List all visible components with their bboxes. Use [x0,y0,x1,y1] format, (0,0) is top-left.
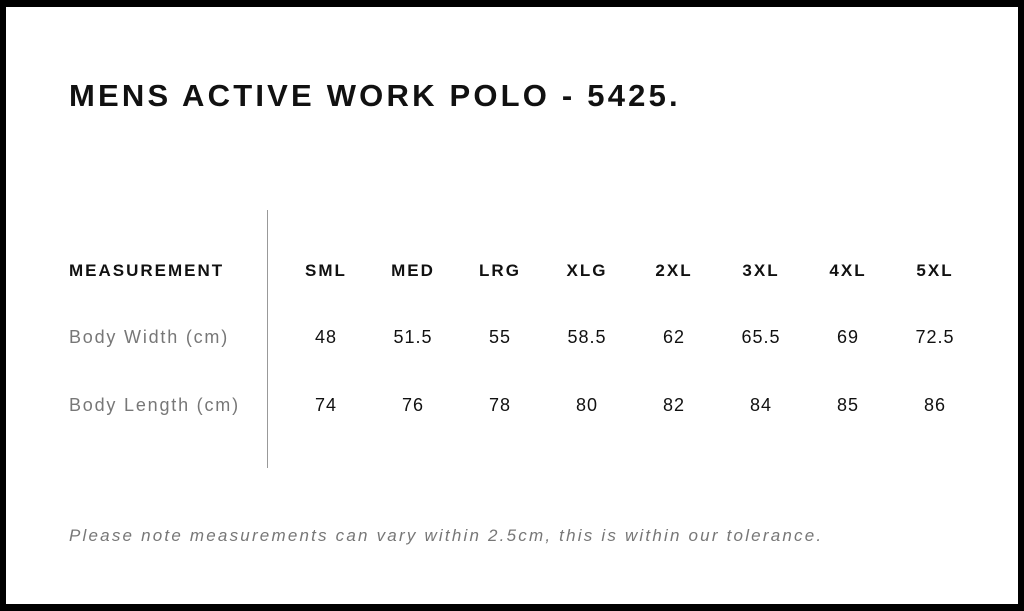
size-header-med: MED [391,261,435,280]
table-divider [267,210,268,468]
table-cell: 51.5 [393,327,433,347]
table-cell: 58.5 [567,327,607,347]
table-cell: 69 [836,327,860,347]
header-label: MEASUREMENT [69,261,225,280]
table-cell: 82 [662,395,686,415]
table-cell: 62 [662,327,686,347]
tolerance-note: Please note measurements can vary within… [69,526,824,545]
table-cell: 72.5 [915,327,955,347]
table-cell: 76 [401,395,425,415]
size-header-xlg: XLG [566,261,608,280]
table-cell: 85 [836,395,860,415]
table-cell: 55 [488,327,512,347]
table-cell: 84 [749,395,773,415]
size-header-2xl: 2XL [655,261,693,280]
table-cell: 48 [314,327,338,347]
size-header-4xl: 4XL [829,261,867,280]
table-cell: 86 [923,395,947,415]
size-header-sml: SML [305,261,347,280]
table-cell: 78 [488,395,512,415]
size-header-5xl: 5XL [916,261,954,280]
table-cell: 74 [314,395,338,415]
table-cell: 65.5 [741,327,781,347]
row-label: Body Length (cm) [69,395,240,415]
page-title: MENS ACTIVE WORK POLO - 5425. [69,78,681,113]
table-cell: 80 [575,395,599,415]
row-label: Body Width (cm) [69,327,230,347]
size-header-3xl: 3XL [742,261,780,280]
size-header-lrg: LRG [479,261,521,280]
